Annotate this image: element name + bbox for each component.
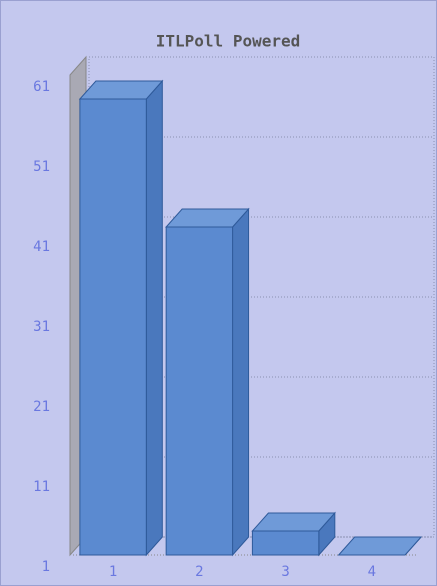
- y-tick-label: 41: [33, 239, 50, 255]
- bar: [337, 536, 423, 556]
- bar-face: [165, 226, 234, 556]
- y-tick-label: 11: [33, 479, 50, 495]
- y-tick-label: 61: [33, 79, 50, 95]
- x-tick-label: 1: [109, 564, 117, 580]
- bar: [78, 79, 164, 557]
- y-tick-label: 21: [33, 399, 50, 415]
- x-tick-label: 2: [195, 564, 203, 580]
- y-tick-label: 31: [33, 319, 50, 335]
- bar: [251, 511, 336, 557]
- bar: [165, 207, 250, 557]
- bar-face: [79, 98, 147, 556]
- x-tick-label: 4: [368, 564, 376, 580]
- bar-face: [251, 530, 320, 556]
- y-tick-label: 51: [33, 159, 50, 175]
- bar-face: [232, 207, 250, 557]
- x-tick-label: 3: [281, 564, 289, 580]
- bar-face: [145, 79, 163, 557]
- chart-title: ITLPoll Powered: [156, 32, 301, 51]
- y-tick-label: 1: [42, 559, 50, 575]
